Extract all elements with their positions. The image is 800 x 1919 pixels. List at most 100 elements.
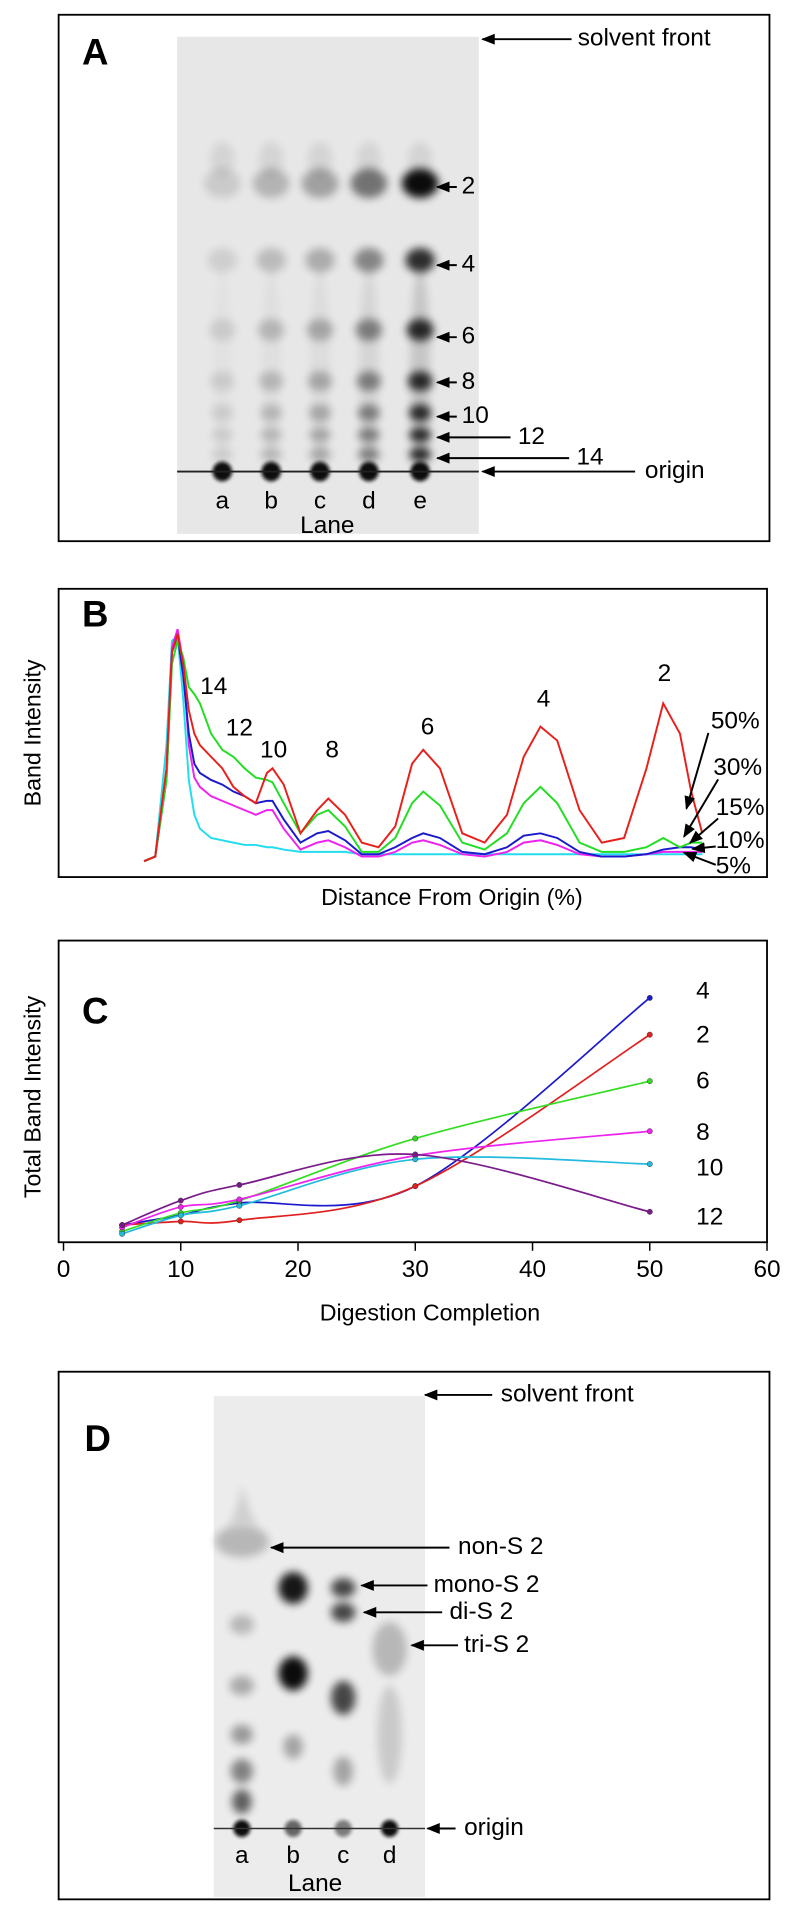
- gel-spot: [407, 141, 433, 176]
- data-point: [177, 1204, 184, 1210]
- gel-spot: [278, 1572, 308, 1604]
- gel-spot: [377, 1685, 402, 1784]
- arrow: [683, 778, 720, 838]
- gel-spot: [211, 447, 234, 462]
- panel-label: C: [82, 991, 108, 1032]
- data-point: [412, 1156, 419, 1163]
- legend-label: 30%: [713, 754, 762, 781]
- x-axis-label: Distance From Origin (%): [321, 884, 583, 910]
- gel-spot: [409, 447, 432, 462]
- gel-spot: [208, 318, 236, 341]
- lane-label: a: [216, 488, 230, 515]
- x-tick-label: 20: [284, 1256, 311, 1283]
- annotation: 4: [462, 251, 476, 278]
- legend-label: 4: [696, 977, 710, 1004]
- data-point: [646, 1208, 653, 1215]
- data-point: [646, 994, 653, 1001]
- gel-spot: [330, 1680, 356, 1715]
- gel-spot: [211, 427, 234, 443]
- data-point: [236, 1202, 243, 1209]
- arrow: [682, 851, 717, 866]
- y-axis-label: Band Intensity: [19, 659, 45, 806]
- intensity-trace: [143, 628, 703, 863]
- legend-label: 10: [696, 1154, 723, 1181]
- gel-spot: [283, 1734, 303, 1759]
- lane-label: c: [314, 488, 326, 515]
- annotation: 6: [462, 323, 476, 350]
- annotation: di-S 2: [449, 1598, 513, 1625]
- peak-label: 6: [421, 714, 435, 741]
- data-point: [177, 1218, 184, 1225]
- data-point: [646, 1078, 653, 1085]
- gel-spot: [301, 168, 339, 198]
- gel-spot: [330, 1602, 356, 1623]
- legend-label: 50%: [711, 707, 760, 734]
- data-point: [177, 1212, 184, 1219]
- gel-spot: [407, 371, 433, 391]
- x-tick-label: 0: [57, 1256, 71, 1283]
- gel-spot: [258, 141, 284, 176]
- data-point: [646, 1031, 653, 1038]
- lane-axis-label: Lane: [300, 512, 354, 539]
- series-line: [121, 1080, 650, 1233]
- gel-spot: [305, 248, 335, 273]
- data-point: [236, 1196, 243, 1203]
- data-point: [236, 1217, 243, 1224]
- gel-spot: [211, 404, 234, 422]
- peak-label: 14: [200, 673, 227, 700]
- lane-label: b: [286, 1842, 300, 1869]
- data-point: [646, 1161, 653, 1168]
- gel-spot: [227, 1484, 259, 1527]
- annotation: tri-S 2: [464, 1631, 529, 1658]
- annotation: non-S 2: [458, 1533, 543, 1560]
- gel-spot: [258, 371, 284, 391]
- series-line: [121, 1153, 650, 1226]
- gel-spot: [257, 318, 285, 341]
- intensity-trace: [143, 635, 703, 863]
- annotation: origin: [464, 1814, 524, 1841]
- gel-spot: [229, 1675, 255, 1696]
- gel-spot: [372, 1622, 407, 1676]
- intensity-trace: [143, 637, 703, 863]
- x-tick-label: 60: [753, 1256, 780, 1283]
- gel-spot: [357, 447, 380, 462]
- annotation: 10: [462, 402, 489, 429]
- data-point: [412, 1135, 419, 1142]
- x-tick-label: 30: [402, 1256, 429, 1283]
- gel-spot: [405, 248, 435, 273]
- gel-spot: [307, 371, 333, 391]
- legend-label: 5%: [716, 853, 751, 880]
- x-tick-label: 10: [167, 1256, 194, 1283]
- gel-spot: [309, 447, 331, 462]
- gel-spot: [330, 1578, 356, 1598]
- gel-spot: [355, 318, 383, 341]
- gel-spot: [306, 318, 334, 341]
- gel-spot: [232, 1789, 252, 1814]
- annotation: 8: [462, 368, 476, 395]
- gel-spot: [354, 248, 384, 273]
- gel-spot: [356, 141, 382, 176]
- gel-spot: [230, 1758, 253, 1784]
- peak-label: 4: [537, 685, 551, 712]
- legend-label: 8: [696, 1119, 710, 1146]
- gel-spot: [333, 1756, 353, 1786]
- annotation: mono-S 2: [434, 1571, 540, 1598]
- gel-spot: [203, 168, 241, 198]
- annotation: solvent front: [578, 25, 711, 52]
- gel-spot: [309, 404, 331, 422]
- gel-spot: [210, 371, 235, 391]
- panel-label: B: [82, 594, 108, 635]
- peak-label: 2: [658, 660, 672, 687]
- gel-spot: [401, 168, 439, 198]
- gel-spot: [214, 1525, 269, 1558]
- annotation: solvent front: [501, 1380, 634, 1407]
- panel-label: D: [84, 1418, 110, 1459]
- gel-spot: [309, 427, 331, 443]
- peak-label: 10: [260, 737, 287, 764]
- legend-label: 6: [696, 1068, 710, 1095]
- arrow: [691, 842, 716, 854]
- arrow: [689, 817, 719, 844]
- data-point: [236, 1181, 243, 1188]
- lane-label: d: [362, 488, 376, 515]
- panel-label: A: [82, 32, 108, 73]
